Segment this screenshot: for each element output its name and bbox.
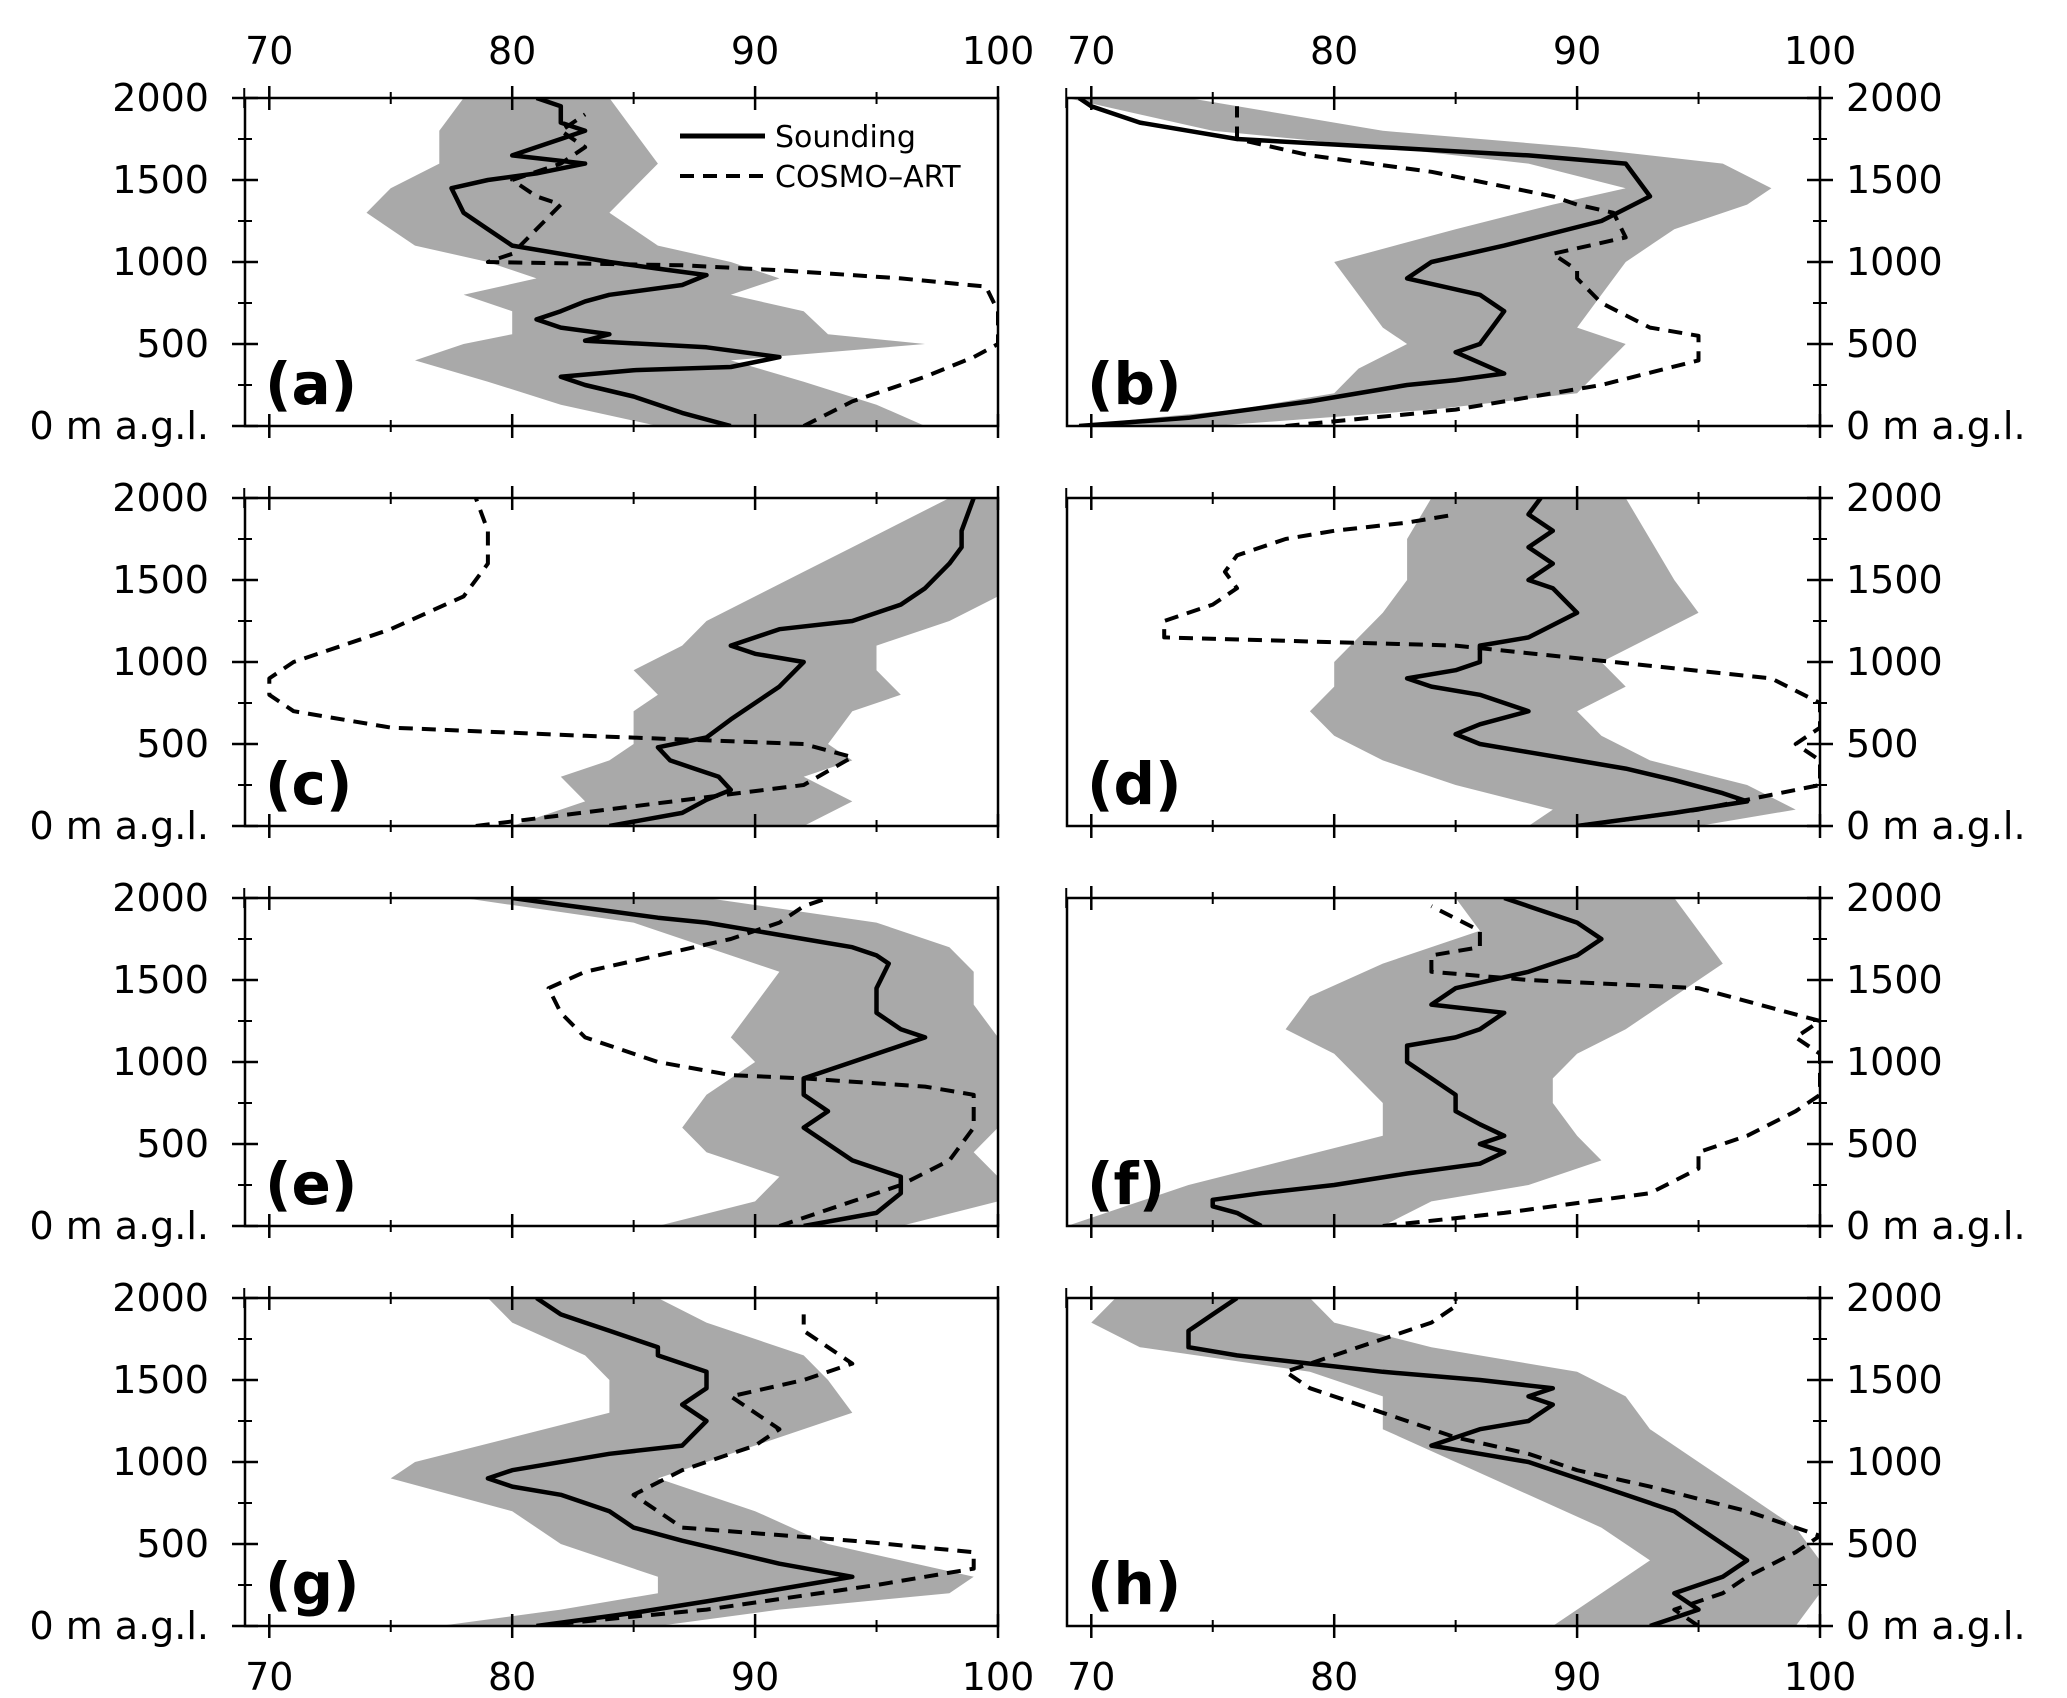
x-tick-label: 80	[1310, 29, 1358, 73]
sounding-spread-band	[1309, 498, 1796, 826]
y-tick-label: 500	[136, 1122, 209, 1166]
y-tick-label: 1500	[112, 958, 209, 1002]
x-tick-label: 100	[1784, 1655, 1857, 1698]
y-tick-label: 1000	[1846, 240, 1943, 284]
y-tick-label: 500	[136, 1522, 209, 1566]
x-tick-label: 80	[488, 1655, 536, 1698]
x-tick-label: 90	[1553, 29, 1601, 73]
y-tick-label: 2000	[1846, 1276, 1943, 1320]
cosmo-art-line	[546, 898, 976, 1226]
y-tick-label: 1000	[112, 1440, 209, 1484]
x-tick-label: 80	[488, 29, 536, 73]
x-tick-label: 70	[245, 1655, 293, 1698]
y-tick-label: 2000	[112, 876, 209, 920]
cosmo-art-line	[1382, 904, 1820, 1226]
y-tick-label: 2000	[112, 476, 209, 520]
x-tick-label: 70	[1067, 29, 1115, 73]
panel-letter: (c)	[265, 750, 352, 818]
sounding-line	[1077, 98, 1653, 426]
panel-letter: (e)	[265, 1150, 357, 1218]
x-tick-label: 100	[962, 29, 1035, 73]
cosmo-art-line	[1283, 1298, 1820, 1626]
y-tick-label: 0 m a.g.l.	[29, 404, 209, 448]
panel-b: 70 80 90 100 0 m a.g.l. 500 1000 1500 2000 (b)	[1065, 29, 2026, 448]
sounding-spread-band	[512, 498, 998, 826]
y-tick-label: 1000	[112, 1040, 209, 1084]
x-tick-label: 100	[962, 1655, 1035, 1698]
x-tick-label: 70	[1067, 1655, 1115, 1698]
legend-label-cosmo-art: COSMO–ART	[775, 160, 961, 195]
panel-letter: (g)	[265, 1550, 360, 1618]
panel-f: 0 m a.g.l. 500 1000 1500 2000 (f)	[1065, 876, 2026, 1248]
sounding-line	[1404, 498, 1750, 826]
x-tick-label: 90	[731, 29, 779, 73]
y-tick-label: 2000	[1846, 76, 1943, 120]
y-tick-label: 2000	[112, 76, 209, 120]
y-tick-label: 1500	[1846, 1358, 1943, 1402]
panel-h: 70 80 90 100 0 m a.g.l. 500 1000 1500 2000 (h)	[1065, 1276, 2026, 1698]
sounding-spread-band	[1067, 98, 1772, 426]
y-tick-label: 0 m a.g.l.	[1846, 804, 2026, 848]
y-tick-label: 1500	[112, 1358, 209, 1402]
y-tick-label: 500	[1846, 1522, 1919, 1566]
legend-label-sounding: Sounding	[775, 120, 916, 155]
panel-g: 70 80 90 100 0 m a.g.l. 500 1000 1500 2000 (g)	[29, 1276, 1034, 1698]
y-tick-label: 1500	[1846, 558, 1943, 602]
y-tick-label: 1000	[112, 640, 209, 684]
y-tick-label: 500	[136, 722, 209, 766]
figure-root: 70 80 90 100 0 m a.g.l. 500 1000 1500 2000 (a) Sou…	[29, 29, 2025, 1698]
y-tick-label: 1000	[112, 240, 209, 284]
panel-c: 0 m a.g.l. 500 1000 1500 2000 (c)	[29, 476, 1000, 848]
y-tick-label: 2000	[1846, 476, 1943, 520]
sounding-line	[511, 898, 928, 1226]
y-tick-label: 0 m a.g.l.	[29, 1204, 209, 1248]
sounding-spread-band	[390, 1298, 974, 1626]
panel-letter: (h)	[1087, 1550, 1181, 1618]
x-tick-label: 90	[1553, 1655, 1601, 1698]
cosmo-art-line	[536, 1314, 976, 1626]
y-tick-label: 0 m a.g.l.	[29, 804, 209, 848]
x-tick-label: 80	[1310, 1655, 1358, 1698]
panel-letter: (f)	[1087, 1150, 1165, 1218]
y-tick-label: 0 m a.g.l.	[29, 1604, 209, 1648]
y-tick-label: 2000	[112, 1276, 209, 1320]
sounding-spread-band	[463, 898, 998, 1226]
y-tick-label: 1000	[1846, 640, 1943, 684]
y-tick-label: 1000	[1846, 1440, 1943, 1484]
sounding-line	[449, 98, 782, 426]
y-tick-label: 0 m a.g.l.	[1846, 1204, 2026, 1248]
y-tick-label: 0 m a.g.l.	[1846, 1604, 2026, 1648]
panel-letter: (d)	[1087, 750, 1182, 818]
y-tick-label: 1500	[1846, 158, 1943, 202]
y-tick-label: 1500	[112, 558, 209, 602]
y-tick-label: 500	[1846, 1122, 1919, 1166]
panel-letter: (b)	[1087, 350, 1182, 418]
panel-a: 70 80 90 100 0 m a.g.l. 500 1000 1500 2000 (a) Sou…	[29, 29, 1034, 448]
y-tick-label: 500	[136, 322, 209, 366]
y-tick-label: 1500	[112, 158, 209, 202]
sounding-spread-band	[366, 98, 926, 426]
sounding-line	[609, 498, 976, 826]
panel-e: 0 m a.g.l. 500 1000 1500 2000 (e)	[29, 876, 1000, 1248]
cosmo-art-line	[1162, 512, 1820, 826]
cosmo-art-line	[485, 112, 998, 426]
x-tick-label: 70	[245, 29, 293, 73]
cosmo-art-line	[1235, 106, 1701, 426]
sounding-line	[1186, 1298, 1750, 1626]
y-tick-label: 500	[1846, 322, 1919, 366]
sounding-line	[1210, 898, 1604, 1226]
x-tick-label: 100	[1784, 29, 1857, 73]
sounding-line	[485, 1298, 855, 1626]
panel-d: 0 m a.g.l. 500 1000 1500 2000 (d)	[1065, 476, 2026, 848]
x-tick-label: 90	[731, 1655, 779, 1698]
panel-letter: (a)	[265, 350, 357, 418]
sounding-spread-band	[1091, 1298, 1820, 1626]
y-tick-label: 2000	[1846, 876, 1943, 920]
y-tick-label: 0 m a.g.l.	[1846, 404, 2026, 448]
cosmo-art-line	[267, 498, 855, 826]
y-tick-label: 1500	[1846, 958, 1943, 1002]
y-tick-label: 1000	[1846, 1040, 1943, 1084]
y-tick-label: 500	[1846, 722, 1919, 766]
